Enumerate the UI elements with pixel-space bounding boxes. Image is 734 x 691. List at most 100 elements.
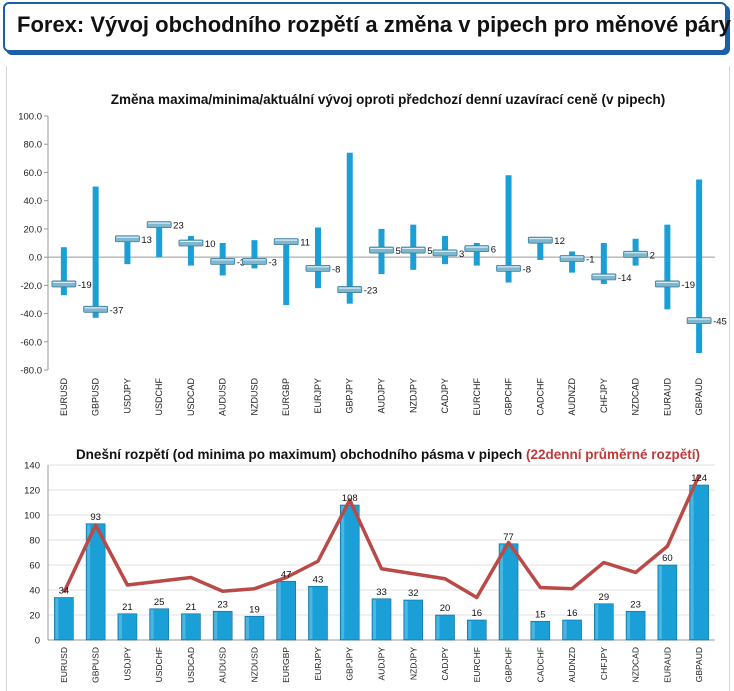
chart2-bar-shine [595,604,599,639]
chart1-current-label: -8 [523,264,531,275]
chart1-y-tick-label: -80.0 [20,366,42,377]
chart1-range-bar [156,221,163,258]
chart1-current-label: 13 [141,235,152,246]
chart1-current-marker [83,305,109,313]
chart2-title-accent: (22denní průměrné rozpětí) [526,447,700,462]
chart1-current-marker [623,250,648,258]
chart1-x-tick-label: EURGBP [281,378,291,416]
chart2-value-label: 108 [342,493,358,504]
chart1-range-bar [124,235,131,265]
chart1-current-marker [559,255,585,262]
chart1-current-marker [242,257,267,265]
chart1-current-marker [654,280,680,288]
chart2-x-tick-label: GBPUSD [91,647,101,683]
chart2-value-label: 124 [691,473,707,484]
chart2-y-tick-label: 140 [24,461,40,472]
chart1-title: Změna maxima/minima/aktuální vývoj oprot… [111,92,665,107]
chart1-y-tick-label: 20.0 [24,224,43,235]
chart2-value-label: 29 [599,592,610,603]
chart2-bar-shine [690,486,694,639]
chart1-range-bar [314,227,321,289]
chart1-range-bar [346,152,353,304]
chart1-range-bar [696,179,703,354]
chart2-x-tick-label: EURGBP [281,647,291,683]
chart2-bar-shine [277,582,281,639]
chart2-bar-shine [500,544,504,639]
chart2-bar [435,614,455,641]
chart1-x-tick-label: USDCAD [186,378,196,417]
chart1-x-tick-label: NZDJPY [408,378,418,413]
chart1-current-label: -3 [237,257,245,268]
chart2-title-main: Dnešní rozpětí (od minima po maximum) ob… [76,447,522,462]
chart2-x-tick-label: USDCHF [154,647,164,682]
chart2-value-label: 16 [567,608,578,619]
chart2-y-tick-label: 60 [29,561,40,572]
chart2-value-label: 19 [249,604,260,615]
chart1-current-marker [400,246,426,254]
chart2-x-tick-label: AUDUSD [218,647,228,683]
chart2-x-tick-label: USDJPY [122,647,132,681]
chart1-current-marker [369,246,394,254]
page-title: Forex: Vývoj obchodního rozpětí a změna … [17,12,731,37]
chart1-x-tick-label: EURUSD [59,378,69,417]
chart2-x-tick-label: EURUSD [59,647,69,683]
chart2-bar [371,598,392,641]
chart2-value-label: 47 [281,569,292,580]
chart1-range-bar [505,175,512,283]
chart1-current-marker [115,235,140,243]
chart1-current-label: 5 [427,246,432,257]
chart1-current-marker [496,264,521,272]
chart2-bar [308,585,328,641]
chart2-x-tick-label: GBPAUD [694,647,704,682]
chart2-bar [594,603,614,641]
chart2-bar [212,610,233,641]
chart1-y-tick-label: 60.0 [24,168,43,179]
chart2-bar-shine [182,614,186,639]
chart1-current-marker [591,273,617,281]
chart2-bar [244,615,265,641]
chart1-x-tick-label: CADJPY [440,378,450,414]
chart2-x-tick-label: GBPJPY [345,647,355,681]
chart2-bar [181,613,201,641]
chart2-bar-shine [150,609,154,639]
chart1-x-tick-label: AUDNZD [567,378,577,416]
chart2-y-tick-label: 80 [29,536,40,547]
chart1-current-label: 6 [491,245,496,256]
chart2-bar-shine [214,612,218,639]
chart1-current-label: 3 [459,249,464,260]
chart2-bar-shine [373,599,376,639]
chart2-x-tick-label: CADJPY [440,647,450,681]
chart1-current-marker [337,286,363,293]
chart2-x-tick-label: CHFJPY [599,647,609,680]
chart1-current-label: -8 [332,264,340,275]
chart2-value-label: 21 [186,602,197,613]
chart1-x-tick-label: NZDUSD [249,378,259,416]
chart2-bar [117,613,138,641]
chart1-current-label: -19 [78,280,92,291]
chart1-current-label: -3 [268,257,276,268]
chart1-current-label: -19 [681,280,695,291]
chart2-x-tick-label: EURJPY [313,647,323,681]
chart2-bar [562,619,582,641]
chart1-current-label: 11 [300,238,310,249]
chart1-current-marker [305,264,331,272]
chart1-x-tick-label: GBPAUD [694,378,704,416]
chart1-current-marker [51,280,77,288]
daily-range-chart: 140 120 100 80 60 40 20 0 EURUSD GBPUSD USDJPY USDC… [24,461,715,683]
chart1-range-bar [473,243,480,266]
chart1-range-bar [537,237,544,260]
chart2-bar [466,619,487,641]
chart2-x-tick-label: EURCHF [472,647,482,682]
chart1-y-tick-label: -40.0 [20,309,42,320]
chart1-current-marker [210,257,236,265]
chart2-bar [339,504,360,641]
chart2-value-label: 34 [59,586,70,597]
chart1-y-tick-label: -60.0 [20,337,42,348]
chart2-x-tick-label: AUDJPY [377,647,387,681]
chart1-x-tick-label: NZDCAD [631,378,641,416]
chart2-bar-shine [245,617,249,639]
chart1-current-label: -37 [110,305,124,316]
chart1-current-marker [464,245,490,253]
chart2-x-tick-label: NZDCAD [631,647,641,682]
